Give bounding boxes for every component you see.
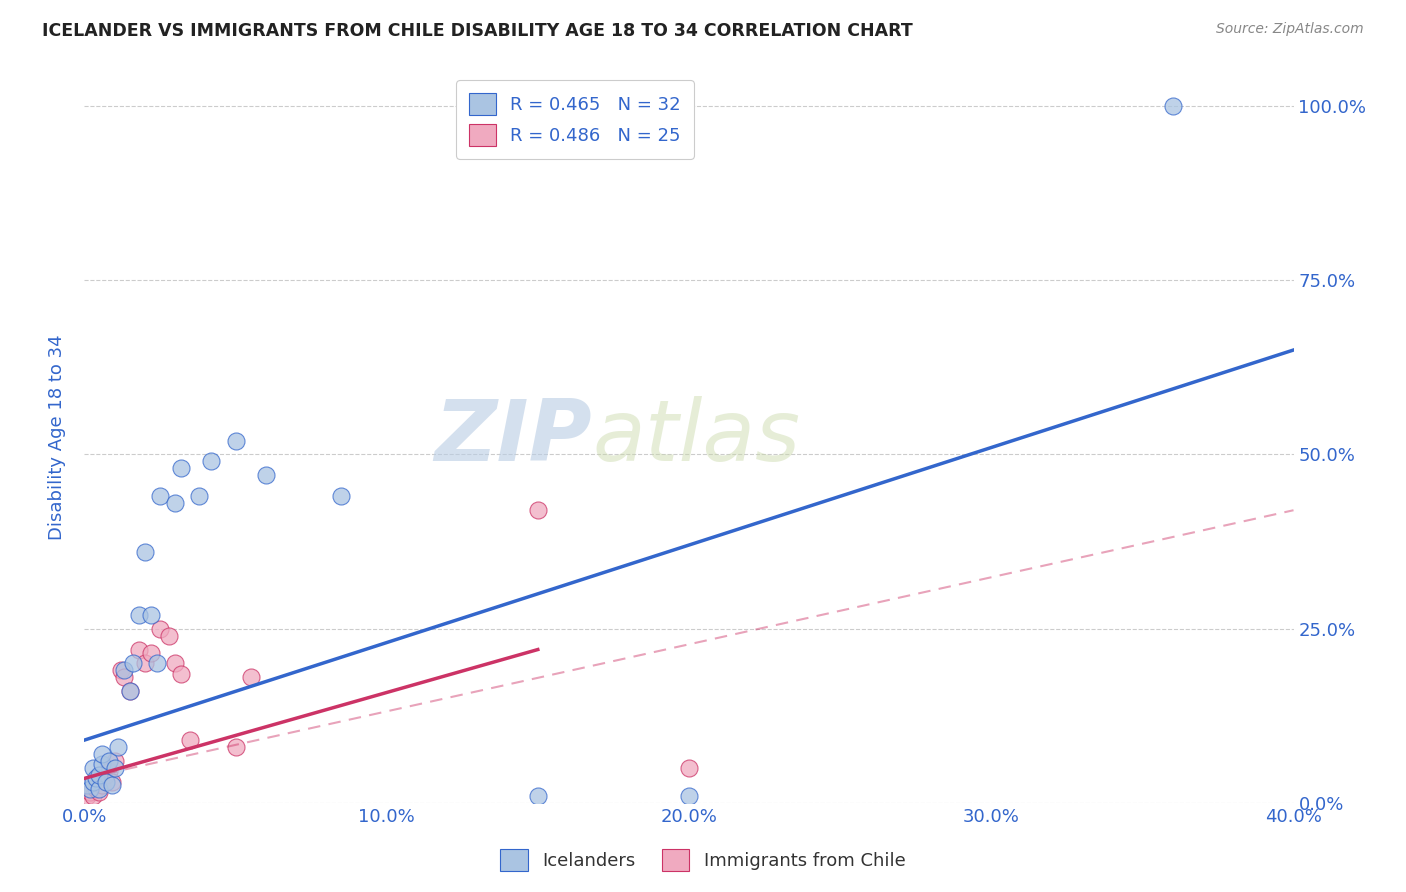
Point [157,629,180,643]
Text: ICELANDER VS IMMIGRANTS FROM CHILE DISABILITY AGE 18 TO 34 CORRELATION CHART: ICELANDER VS IMMIGRANTS FROM CHILE DISAB… [42,22,912,40]
Point [128,642,150,657]
Point [110,664,132,678]
Point [200,454,222,468]
Point [128,607,150,622]
Point [82,775,104,789]
Point [89,785,111,799]
Legend: Icelanders, Immigrants from Chile: Icelanders, Immigrants from Chile [494,842,912,879]
Point [79,781,101,796]
Point [225,740,247,755]
Point [149,622,172,636]
Point [94,775,117,789]
Point [165,657,187,671]
Point [330,489,353,503]
Point [107,740,129,755]
Point [527,789,550,803]
Point [179,733,201,747]
Point [112,670,135,684]
Point [149,489,172,503]
Text: ZIP: ZIP [434,395,592,479]
Point [146,657,169,671]
Point [86,781,108,796]
Point [139,646,162,660]
Point [97,754,120,768]
Point [94,768,117,782]
Point [121,657,143,671]
Point [86,772,108,786]
Point [527,503,550,517]
Point [134,545,156,559]
Point [89,768,111,782]
Text: atlas: atlas [592,395,800,479]
Point [139,607,162,622]
Point [225,434,247,448]
Point [134,657,156,671]
Point [82,789,104,803]
Point [118,684,141,698]
Point [678,789,700,803]
Point [254,468,277,483]
Point [91,778,114,792]
Point [104,761,127,775]
Point [79,785,101,799]
Point [170,667,193,681]
Text: Source: ZipAtlas.com: Source: ZipAtlas.com [1216,22,1364,37]
Point [1161,99,1184,113]
Point [104,754,127,768]
Point [118,684,141,698]
Point [100,778,122,792]
Point [97,764,120,779]
Point [112,664,135,678]
Point [188,489,211,503]
Point [100,775,122,789]
Point [170,461,193,475]
Point [91,747,114,761]
Point [678,761,700,775]
Point [76,778,98,792]
Legend: R = 0.465   N = 32, R = 0.486   N = 25: R = 0.465 N = 32, R = 0.486 N = 25 [456,80,693,159]
Y-axis label: Disability Age 18 to 34: Disability Age 18 to 34 [48,334,66,540]
Point [239,670,262,684]
Point [82,761,104,775]
Point [165,496,187,510]
Point [91,757,114,772]
Point [89,781,111,796]
Point [76,789,98,803]
